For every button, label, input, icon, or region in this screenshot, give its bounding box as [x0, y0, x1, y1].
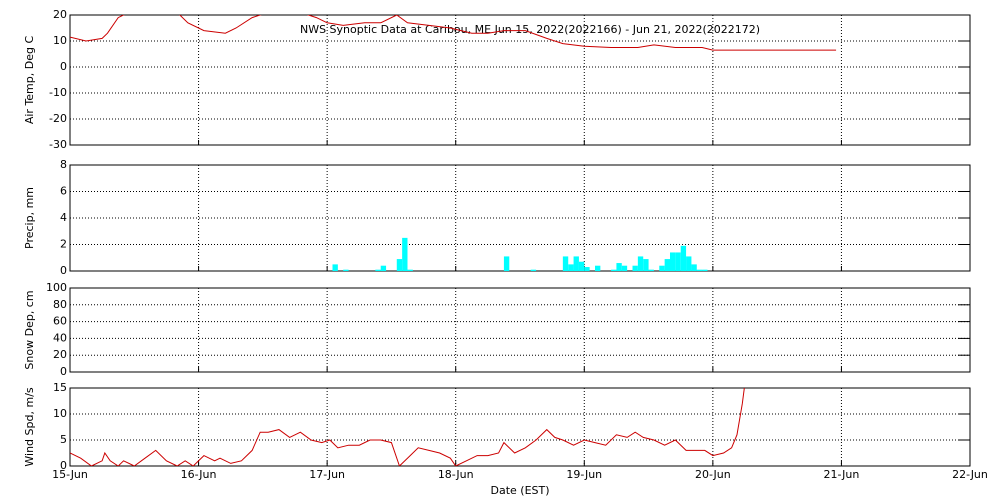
y-tick-label: 60	[53, 315, 67, 328]
y-tick-label: 20	[53, 348, 67, 361]
bar	[659, 265, 665, 271]
bar	[664, 259, 670, 271]
y-tick-label: 40	[53, 331, 67, 344]
bar	[691, 264, 697, 271]
y-tick-label: 0	[60, 60, 67, 73]
x-tick-label: 19-Jun	[566, 468, 602, 481]
y-tick-label: 2	[60, 238, 67, 251]
y-tick-label: 6	[60, 185, 67, 198]
y-tick-label: 80	[53, 298, 67, 311]
x-tick-label: 15-Jun	[52, 468, 88, 481]
x-tick-label: 22-Jun	[952, 468, 988, 481]
y-tick-label: 8	[60, 158, 67, 171]
y-tick-label: 10	[53, 407, 67, 420]
bar	[578, 261, 585, 271]
y-tick-label: 0	[60, 459, 67, 472]
bar	[380, 265, 387, 271]
bar	[573, 256, 579, 271]
x-tick-label: 20-Jun	[695, 468, 731, 481]
bar	[375, 269, 381, 271]
bar	[407, 269, 413, 271]
chart-title: NWS Synoptic Data at Caribou, ME Jun 15,…	[300, 23, 760, 36]
bar	[680, 245, 687, 271]
y-tick-label: -10	[49, 86, 67, 99]
y-axis-label: Precip, mm	[23, 187, 36, 249]
y-tick-label: 0	[60, 365, 67, 378]
bar	[343, 269, 349, 271]
bar	[611, 269, 617, 271]
bar	[568, 264, 574, 271]
y-tick-label: -30	[49, 138, 67, 151]
y-axis-label: Air Temp, Deg C	[23, 36, 36, 125]
bar	[621, 265, 628, 271]
panel-frame	[69, 387, 971, 467]
bar	[396, 259, 403, 271]
bar	[402, 237, 408, 271]
y-tick-label: 15	[53, 381, 67, 394]
bar	[686, 256, 692, 271]
plot-area	[332, 237, 708, 271]
x-tick-label: 17-Jun	[309, 468, 345, 481]
bar	[595, 265, 601, 271]
y-tick-label: -20	[49, 112, 67, 125]
plot-area	[70, 388, 745, 466]
bar	[332, 264, 338, 271]
x-tick-label: 18-Jun	[438, 468, 474, 481]
panel-frame	[69, 287, 971, 373]
y-tick-label: 100	[46, 281, 67, 294]
y-tick-label: 4	[60, 211, 67, 224]
bar	[675, 252, 681, 271]
bar	[584, 267, 590, 271]
y-tick-label: 10	[53, 34, 67, 47]
x-axis-label: Date (EST)	[490, 484, 549, 497]
data-line	[70, 15, 837, 51]
bar	[696, 269, 703, 271]
bar	[702, 269, 708, 271]
bar	[530, 269, 537, 271]
y-axis-label: Snow Dep, cm	[23, 290, 36, 369]
bar	[670, 252, 676, 271]
bar	[503, 256, 510, 271]
plot-area	[70, 15, 837, 51]
y-tick-label: 5	[60, 433, 67, 446]
data-line	[70, 388, 745, 466]
y-tick-label: 20	[53, 8, 67, 21]
y-axis-label: Wind Spd, m/s	[23, 387, 36, 467]
x-tick-label: 21-Jun	[824, 468, 860, 481]
y-tick-label: 0	[60, 264, 67, 277]
bar	[562, 256, 569, 271]
bar	[632, 265, 638, 271]
bar	[643, 259, 649, 271]
x-tick-label: 16-Jun	[181, 468, 217, 481]
bar	[616, 263, 622, 271]
bar	[648, 269, 654, 271]
bar	[637, 256, 644, 271]
